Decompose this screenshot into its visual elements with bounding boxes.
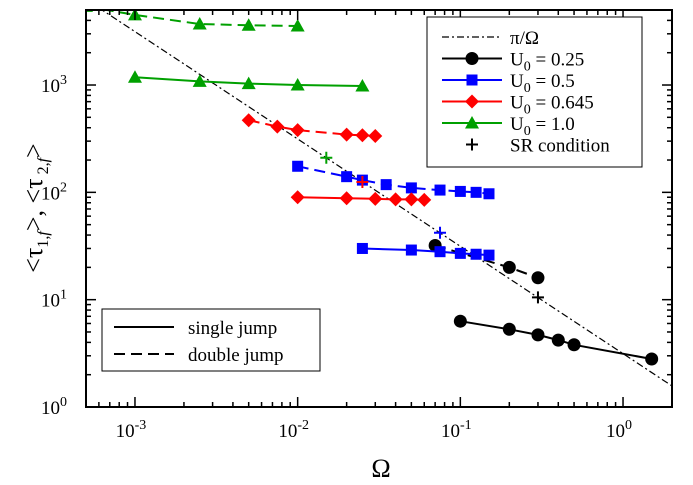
series-5-point-3	[339, 127, 354, 142]
series-5-point-2	[290, 123, 305, 138]
series-3-point-4	[405, 182, 417, 194]
series-line-7	[100, 10, 298, 27]
legend-swatch-marker	[465, 52, 479, 65]
series-5-point-0	[241, 113, 256, 128]
series-0-point-4	[567, 338, 581, 352]
series-line-0	[460, 320, 652, 360]
legend-style-box	[101, 308, 321, 372]
series-3-point-1	[341, 171, 353, 183]
reference-line-pi-over-omega	[101, 10, 672, 387]
series-3-point-5	[434, 184, 446, 196]
legend-swatch-marker	[465, 116, 479, 129]
x-axis-title: Ω	[371, 454, 390, 483]
legend-style-label: double jump	[188, 345, 284, 366]
series-1-point-2	[531, 271, 545, 285]
legend-series-box	[426, 16, 643, 168]
series-line-2	[362, 247, 490, 257]
sr-condition-point-2	[434, 226, 447, 239]
legend-line-style: single jump double jump	[101, 308, 321, 372]
y-tick-label: 102	[41, 180, 67, 204]
series-7-point-4	[290, 18, 305, 32]
series-2-point-1	[405, 244, 417, 256]
plot-area	[86, 10, 672, 387]
series-4-point-2	[368, 191, 383, 206]
series-0-point-2	[531, 328, 545, 342]
legend-swatch-marker	[466, 74, 478, 86]
series-0-point-0	[453, 314, 467, 328]
series-3-point-3	[380, 179, 392, 191]
x-tick-label: 100	[606, 418, 632, 442]
series-7-point-2	[192, 17, 207, 30]
legend-series-label: U0 = 0.25	[510, 50, 584, 75]
axis-ticks	[85, 9, 673, 408]
legend-series-label: U0 = 0.5	[510, 71, 575, 96]
legend-style-label: single jump	[188, 318, 277, 339]
series-3-point-8	[483, 188, 495, 200]
series-2-point-4	[470, 248, 482, 260]
legend-series-label: U0 = 1.0	[510, 114, 575, 139]
legend-series-label: π/Ω	[510, 28, 539, 49]
series-3-point-0	[292, 160, 304, 172]
legend-series-label: U0 = 0.645	[510, 93, 594, 118]
series-4-point-0	[290, 190, 305, 205]
legend-series-label: SR condition	[510, 136, 610, 157]
series-6-point-1	[192, 74, 207, 87]
series-6-point-2	[241, 76, 256, 90]
series-2-point-0	[356, 242, 368, 254]
series-2-point-3	[454, 247, 466, 259]
sr-condition-point-3	[531, 291, 544, 304]
series-line-5	[248, 119, 376, 137]
series-0-point-1	[502, 322, 516, 336]
series-0-point-3	[551, 333, 565, 347]
series-5-point-1	[270, 119, 285, 134]
series-4-point-1	[339, 191, 354, 206]
y-tick-label: 101	[41, 288, 67, 312]
y-axis-title: <τ1,f>, <τ 2,f>	[19, 143, 52, 272]
sr-condition-point-0	[320, 151, 333, 164]
tick-labels: 10-3 10-2 10-1 100 100 101 102 103	[41, 73, 632, 442]
series-6-point-3	[290, 78, 305, 91]
x-tick-label: 10-1	[441, 418, 472, 442]
series-4-point-5	[417, 192, 432, 207]
series-4-point-4	[404, 192, 419, 207]
sr-condition-point-1	[356, 175, 369, 188]
series-2-point-5	[483, 249, 495, 261]
series-7-point-3	[241, 18, 256, 31]
series-4-point-3	[388, 192, 403, 207]
legend-swatch-marker	[466, 138, 478, 151]
series-2-point-2	[434, 246, 446, 258]
x-tick-label: 10-3	[116, 418, 147, 442]
series-5-point-4	[355, 128, 370, 143]
series-3-point-6	[454, 185, 466, 197]
series-1-point-1	[502, 260, 516, 274]
series-0-point-5	[645, 352, 659, 366]
y-tick-label: 100	[41, 395, 67, 419]
series-3-point-7	[470, 186, 482, 198]
series-6-point-4	[355, 78, 370, 92]
legend-swatch-marker	[465, 94, 479, 109]
y-tick-label: 103	[41, 73, 67, 97]
series-6-point-0	[127, 70, 142, 83]
x-tick-label: 10-2	[278, 418, 309, 442]
series-5-point-5	[368, 128, 383, 143]
